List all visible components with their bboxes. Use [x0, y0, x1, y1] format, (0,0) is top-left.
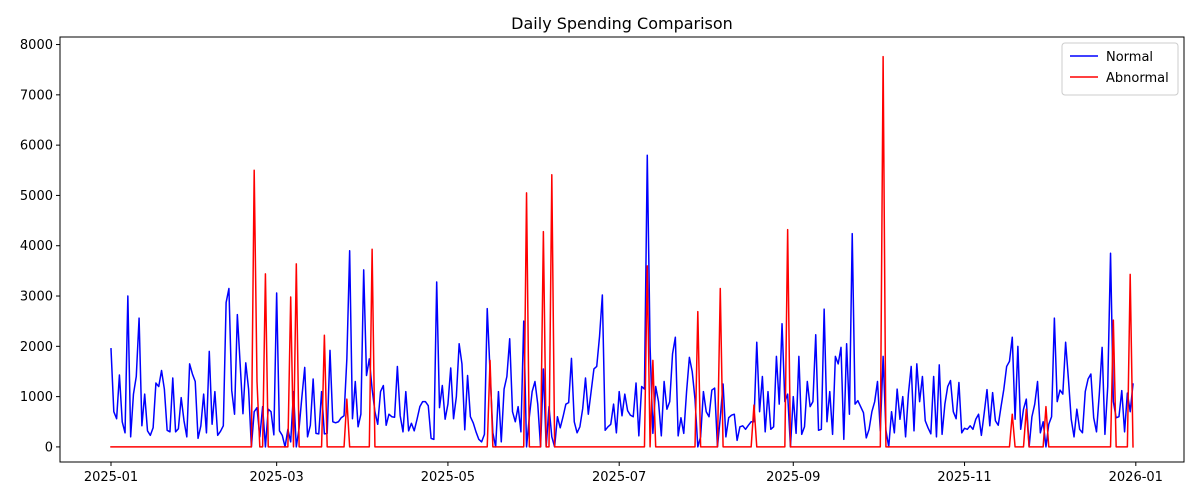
legend-label-abnormal: Abnormal [1106, 71, 1169, 86]
y-tick-label: 7000 [20, 88, 53, 103]
plot-frame [59, 36, 1185, 463]
y-tick-label: 6000 [20, 139, 53, 154]
axes: 2025-01 2025-03 2025-05 2025-07 2025-09 2025-… [20, 36, 1185, 485]
y-tick-label: 5000 [20, 189, 53, 204]
series-layer [110, 55, 1134, 448]
x-tick-label: 2025-05 [421, 470, 475, 485]
series-line-abnormal [110, 55, 1134, 448]
x-tick-label: 2026-01 [1109, 470, 1163, 485]
x-tick-label: 2025-09 [766, 470, 820, 485]
series-line-normal [110, 154, 1134, 448]
x-tick-label: 2025-07 [592, 470, 646, 485]
y-tick-label: 8000 [20, 38, 53, 53]
y-tick-label: 1000 [20, 390, 53, 405]
x-tick-label: 2025-03 [249, 470, 303, 485]
legend-label-normal: Normal [1106, 50, 1153, 65]
chart-title: Daily Spending Comparison [511, 14, 733, 33]
y-tick-label: 4000 [20, 239, 53, 254]
y-tick-label: 2000 [20, 340, 53, 355]
x-tick-label: 2025-01 [84, 470, 138, 485]
y-tick-label: 3000 [20, 290, 53, 305]
y-tick-label: 0 [45, 440, 53, 455]
plot-area [110, 55, 1134, 448]
x-tick-label: 2025-11 [937, 470, 991, 485]
legend: Normal Abnormal [1061, 42, 1179, 96]
